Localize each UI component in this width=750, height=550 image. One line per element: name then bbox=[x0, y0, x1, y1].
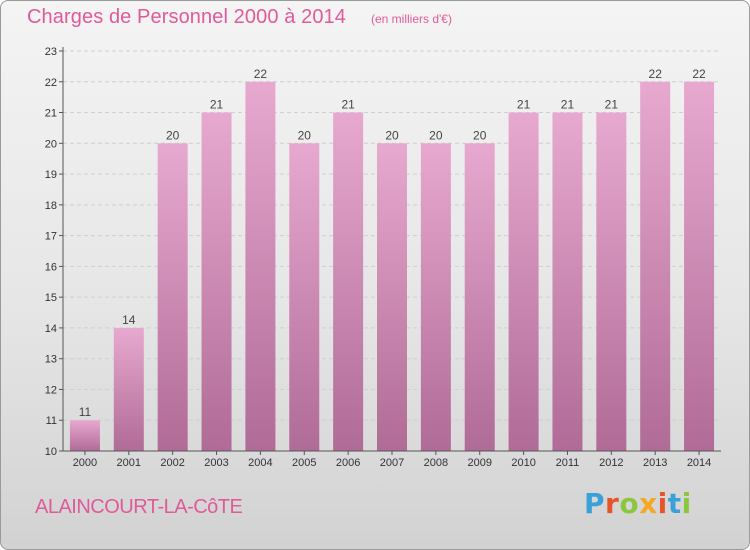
bar bbox=[201, 112, 232, 452]
axes: 10 11 12 13 14 15 16 17 18 19 20 21 22 23 2000 2001 2002… bbox=[45, 46, 721, 469]
bar bbox=[420, 143, 451, 452]
y-tick-label: 22 bbox=[45, 77, 57, 89]
data-label: 20 bbox=[298, 128, 312, 142]
x-tick-label: 2000 bbox=[73, 457, 97, 469]
y-tick-label: 11 bbox=[46, 415, 57, 427]
x-tick-label: 2001 bbox=[117, 457, 141, 469]
logo-letter: t bbox=[667, 487, 682, 520]
bar bbox=[245, 81, 276, 452]
data-label: 21 bbox=[517, 98, 531, 112]
data-label: 20 bbox=[473, 128, 487, 142]
x-tick-label: 2004 bbox=[248, 457, 272, 469]
x-tick-label: 2010 bbox=[511, 457, 535, 469]
y-tick-label: 23 bbox=[45, 46, 57, 58]
logo-letter: i bbox=[657, 487, 668, 520]
data-label: 20 bbox=[166, 128, 180, 142]
unit-label: (en milliers d'€) bbox=[371, 12, 452, 26]
chart-title: Charges de Personnel 2000 à 2014 bbox=[27, 6, 346, 28]
logo-letter: i bbox=[681, 487, 692, 520]
y-tick-label: 20 bbox=[45, 138, 57, 150]
data-label: 21 bbox=[561, 98, 575, 112]
y-tick-label: 14 bbox=[45, 323, 57, 335]
bar bbox=[377, 143, 407, 452]
data-label: 21 bbox=[341, 98, 355, 112]
bar bbox=[640, 81, 671, 452]
data-label: 22 bbox=[254, 67, 268, 81]
y-tick-label: 17 bbox=[45, 231, 57, 243]
y-tick-label: 15 bbox=[45, 292, 57, 304]
bar bbox=[113, 327, 144, 451]
x-tick-label: 2005 bbox=[292, 457, 316, 469]
bar bbox=[464, 143, 495, 452]
commune-name: ALAINCOURT-LA-CôTE bbox=[35, 496, 243, 518]
x-tick-label: 2013 bbox=[643, 457, 667, 469]
logo-letter: o bbox=[619, 487, 640, 520]
y-tick-label: 13 bbox=[45, 354, 57, 366]
y-tick-label: 16 bbox=[45, 261, 57, 273]
x-tick-label: 2012 bbox=[599, 457, 623, 469]
bar bbox=[552, 112, 583, 452]
bar bbox=[69, 420, 100, 451]
y-tick-label: 10 bbox=[45, 446, 57, 458]
y-tick-label: 12 bbox=[45, 384, 57, 396]
y-tick-label: 19 bbox=[45, 169, 57, 181]
data-label: 22 bbox=[692, 67, 706, 81]
x-tick-label: 2014 bbox=[687, 457, 711, 469]
data-label: 21 bbox=[210, 98, 224, 112]
data-label: 14 bbox=[122, 313, 136, 327]
logo-letter: r bbox=[605, 487, 620, 520]
logo-letter: P bbox=[584, 487, 606, 520]
logo-letter: x bbox=[639, 487, 658, 520]
x-tick-label: 2006 bbox=[336, 457, 360, 469]
bar bbox=[596, 112, 627, 452]
data-label: 20 bbox=[429, 128, 443, 142]
data-label: 20 bbox=[385, 128, 399, 142]
x-tick-label: 2002 bbox=[160, 457, 184, 469]
y-tick-label: 21 bbox=[45, 108, 57, 120]
bar bbox=[508, 112, 539, 452]
bar bbox=[684, 81, 715, 452]
x-tick-label: 2011 bbox=[556, 457, 580, 469]
data-label: 11 bbox=[79, 405, 92, 419]
bar bbox=[333, 112, 364, 452]
bars: 11 14 20 21 22 20 21 20 20 20 21 21 21 22 22 bbox=[69, 67, 715, 452]
x-tick-label: 2007 bbox=[380, 457, 404, 469]
x-tick-label: 2009 bbox=[467, 457, 491, 469]
data-label: 22 bbox=[649, 67, 663, 81]
bar bbox=[289, 143, 320, 452]
bar bbox=[157, 143, 188, 452]
data-label: 21 bbox=[605, 98, 619, 112]
proxiti-logo: Proxiti bbox=[584, 487, 692, 520]
y-tick-label: 18 bbox=[45, 200, 57, 212]
x-tick-label: 2008 bbox=[424, 457, 448, 469]
x-tick-label: 2003 bbox=[204, 457, 228, 469]
